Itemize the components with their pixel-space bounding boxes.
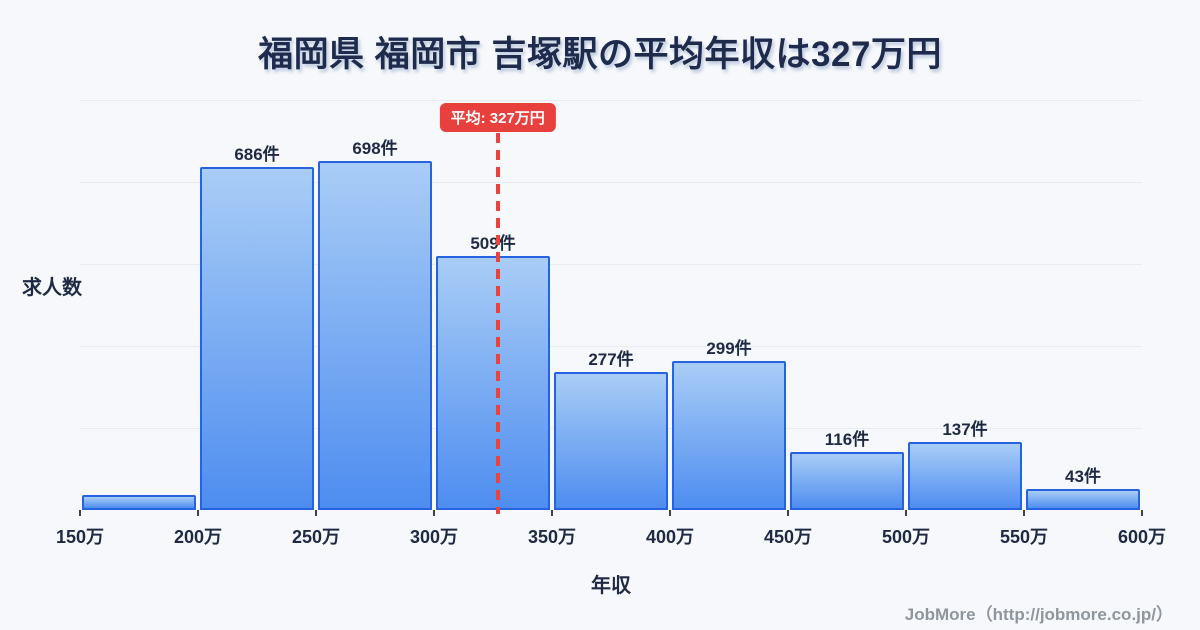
x-axis-label: 年収 (591, 575, 631, 597)
x-tick-mark (1023, 510, 1025, 516)
average-line (495, 133, 500, 514)
footer-credit: JobMore（http://jobmore.co.jp/） (904, 605, 1173, 624)
bar-count-label: 509件 (470, 233, 516, 253)
gridline (80, 264, 1142, 265)
histogram-bar (82, 495, 196, 510)
x-tick-label: 150万 (55, 527, 105, 547)
x-tick-label: 250万 (291, 527, 341, 547)
histogram-bar (554, 371, 668, 510)
x-tick-mark (669, 510, 671, 516)
x-tick-mark (79, 510, 81, 516)
x-tick-label: 500万 (881, 527, 931, 547)
bar-count-label: 686件 (234, 145, 280, 164)
x-tick-mark (315, 510, 317, 516)
x-tick-label: 550万 (999, 527, 1049, 547)
gridline (80, 346, 1142, 347)
bar-count-label: 43件 (1065, 466, 1101, 486)
x-tick-mark (1141, 510, 1143, 516)
x-tick-label: 450万 (763, 527, 813, 547)
average-badge: 平均: 327万円 (439, 103, 556, 132)
x-tick-label: 350万 (527, 527, 577, 547)
bar-count-label: 277件 (588, 349, 634, 369)
gridline (80, 100, 1142, 101)
histogram-bar (318, 161, 432, 510)
y-axis-label: 求人数 (22, 277, 82, 299)
bar-count-label: 299件 (706, 338, 752, 358)
x-tick-mark (433, 510, 435, 516)
x-tick-label: 200万 (173, 527, 223, 547)
histogram-bar (1026, 488, 1140, 510)
x-tick-mark (787, 510, 789, 516)
x-tick-label: 400万 (645, 527, 695, 547)
histogram-bar (672, 360, 786, 510)
histogram-bar (790, 452, 904, 510)
x-tick-mark (905, 510, 907, 516)
bar-count-label: 698件 (352, 139, 398, 158)
bar-count-label: 137件 (942, 419, 988, 439)
x-tick-label: 600万 (1117, 527, 1167, 547)
histogram-bar (436, 255, 550, 510)
histogram-bar (200, 167, 314, 510)
x-tick-mark (551, 510, 553, 516)
x-tick-label: 300万 (409, 527, 459, 547)
bar-count-label: 116件 (824, 430, 870, 449)
page-title: 福岡県 福岡市 吉塚駅の平均年収は327万円 (258, 35, 942, 74)
histogram-bar (908, 441, 1022, 510)
x-tick-mark (197, 510, 199, 516)
gridline (80, 182, 1142, 183)
